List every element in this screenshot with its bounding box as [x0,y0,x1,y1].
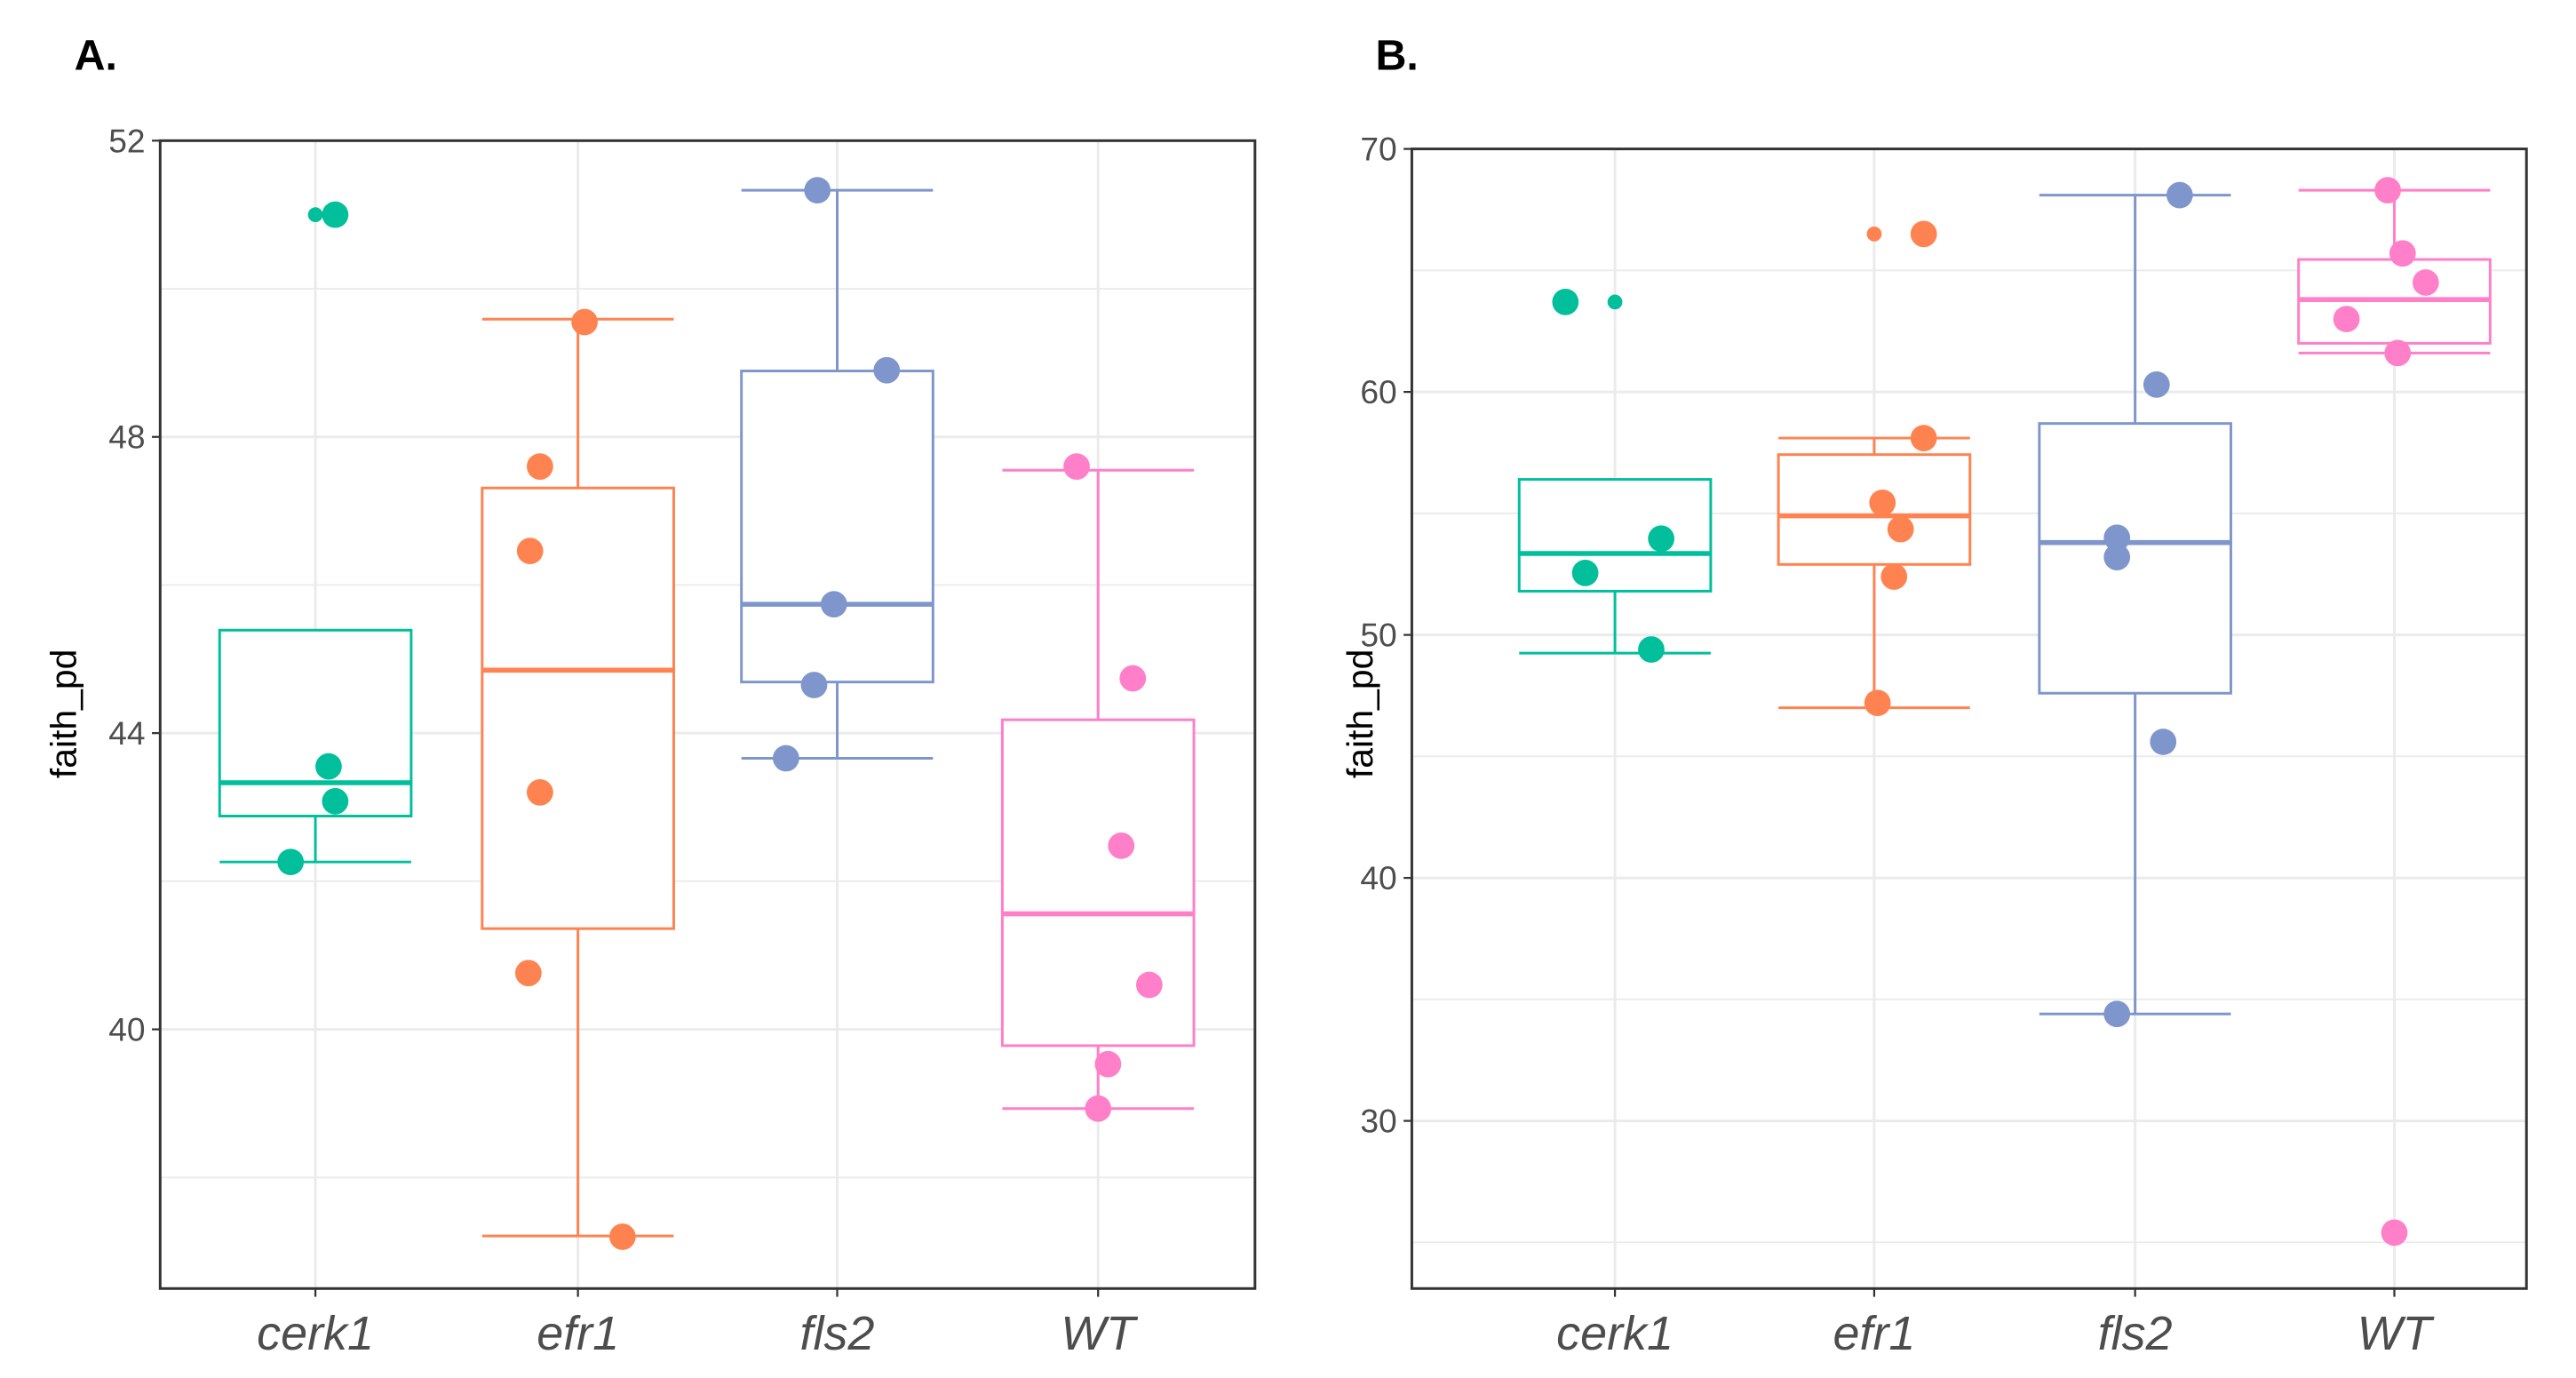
data-point [2166,181,2193,209]
box-WT [1000,453,1196,1122]
data-point [1571,559,1599,586]
data-point [1085,1095,1112,1122]
iqr-box [218,628,413,817]
data-point [2333,306,2360,332]
data-point [1648,525,1674,553]
data-point [1880,563,1908,590]
box-cerk1 [1517,289,1713,663]
data-point [2103,524,2131,552]
panel-a: A. faith_pd 40 44 48 52 cerk1 efr1 fls2 WT [44,31,1257,1360]
data-point [1910,425,1937,451]
y-tick-label: 44 [108,714,145,752]
outlier-point [1607,294,1623,310]
data-point [516,538,544,564]
plot-frame [158,139,1257,1290]
data-point [277,848,305,876]
data-point [800,672,828,698]
data-point [873,356,901,384]
y-tick-label: 48 [108,418,145,456]
data-point [2384,339,2412,367]
data-point [1135,971,1163,999]
data-point [2143,371,2170,398]
data-point [1119,665,1147,692]
y-tick-label: 70 [1360,131,1396,168]
x-tick-label: WT [2357,1307,2436,1360]
data-point [1063,453,1090,480]
data-point [608,1223,636,1250]
data-point [773,745,799,772]
plot-frame [1410,147,2528,1290]
data-point [1108,832,1135,859]
data-point [1887,515,1914,543]
box-cerk1 [218,201,413,876]
x-tick-label: fls2 [800,1307,875,1360]
data-point [2374,177,2401,203]
y-tick-label: 50 [1360,617,1396,654]
data-point [322,201,349,228]
data-point [1910,220,1937,248]
iqr-box [1000,718,1196,1047]
iqr-box [481,486,675,930]
y-tick-label: 52 [108,122,145,159]
y-tick-label: 40 [1360,859,1396,896]
y-tick-label: 60 [1360,373,1396,410]
box-efr1 [1777,220,1972,717]
x-tick-label: fls2 [2098,1307,2173,1360]
data-point [804,177,831,204]
data-point [2103,544,2131,570]
x-tick-label: cerk1 [1556,1307,1674,1360]
y-tick-label: 40 [108,1011,145,1048]
data-point [2412,269,2439,296]
x-tick-label: WT [1061,1307,1139,1360]
outlier-point [1866,226,1882,242]
box-fls2 [740,177,934,772]
box-fls2 [2038,181,2232,1028]
data-point [2381,1219,2408,1247]
panel-b-label: B. [1376,31,1419,79]
data-point [1869,489,1896,516]
data-point [2150,729,2177,755]
data-point [2103,1000,2131,1028]
data-point [571,308,598,336]
data-point [1638,636,1665,663]
iqr-box [1517,478,1713,593]
box-efr1 [481,308,675,1250]
x-tick-label: efr1 [1833,1307,1915,1360]
data-point [515,960,542,987]
data-point [527,453,553,480]
data-point [322,787,349,815]
panel-a-label: A. [75,31,117,79]
data-point [1864,689,1891,717]
data-point [820,591,847,617]
x-tick-label: cerk1 [257,1307,374,1360]
data-point [527,778,553,806]
box-WT [2297,177,2492,1247]
outlier-point [307,207,323,223]
data-point [1552,289,1579,315]
data-point [1094,1050,1122,1078]
panel-a-y-axis-label: faith_pd [44,649,84,778]
data-point [2389,240,2416,267]
panel-b: B. faith_pd 30 40 50 60 70 cerk1 efr1 fls2 WT [1340,31,2528,1360]
panel-b-y-axis-label: faith_pd [1340,649,1380,778]
iqr-box [740,370,934,684]
data-point [315,753,342,780]
x-tick-label: efr1 [537,1307,619,1360]
y-tick-label: 30 [1360,1103,1396,1140]
iqr-box [2038,422,2232,695]
